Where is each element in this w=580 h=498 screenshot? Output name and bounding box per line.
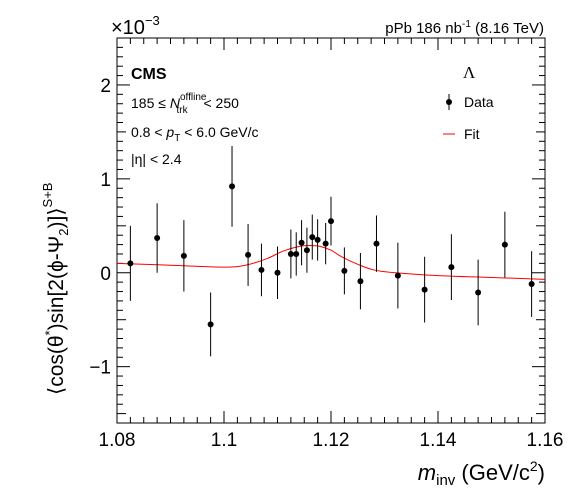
legend: Λ Data Fit [443, 63, 494, 142]
data-point-marker [229, 183, 236, 190]
y-tick-label: −1 [89, 358, 111, 379]
legend-data-label: Data [464, 94, 494, 110]
data-point-marker [357, 278, 364, 285]
ntrk-annotation: 185 ≤ Noffline trk < 250 [131, 92, 239, 116]
data-point-marker [394, 272, 401, 279]
data-point [258, 243, 265, 297]
data-point-marker [180, 252, 187, 259]
data-point [154, 203, 161, 273]
data-point-marker [341, 267, 348, 274]
data-point-marker [373, 240, 380, 247]
data-point-marker [207, 321, 214, 328]
y-axis: −1 0 1 2 [89, 37, 545, 415]
data-point-marker [448, 264, 455, 271]
y-axis-title: ⟨cos(θ*)sin[2(ϕ-Ψ2)]⟩S+B [40, 183, 71, 395]
data-point-marker [154, 235, 161, 242]
x-tick-label: 1.1 [211, 430, 237, 451]
cms-label: CMS [131, 66, 167, 83]
data-point-marker [127, 260, 134, 267]
x-tick-label: 1.14 [420, 430, 457, 451]
data-series [127, 145, 535, 357]
data-point-marker [287, 250, 294, 257]
data-point-marker [245, 251, 252, 258]
data-point [341, 247, 348, 295]
data-point-marker [274, 269, 281, 276]
data-point [309, 214, 316, 260]
data-point [229, 145, 236, 227]
data-point [322, 222, 329, 265]
x-tick-label: 1.12 [313, 430, 350, 451]
eta-annotation: |η| < 2.4 [131, 151, 182, 167]
data-point [394, 242, 401, 309]
x-axis-title: minv (GeV/c2) [418, 458, 545, 489]
data-point [328, 196, 334, 246]
data-point-marker [298, 239, 305, 246]
data-point [314, 219, 321, 261]
data-point [298, 220, 305, 266]
data-point-marker [293, 250, 300, 257]
data-point [287, 229, 294, 279]
y-tick-label: 1 [100, 170, 111, 191]
data-point [528, 251, 535, 317]
data-point-marker [421, 286, 428, 293]
data-point [475, 259, 482, 326]
data-point [180, 220, 187, 292]
data-point-marker [309, 234, 316, 241]
data-point [245, 223, 252, 286]
pt-annotation: 0.8 < pT < 6.0 GeV/c [131, 124, 259, 144]
data-point-marker [328, 218, 334, 225]
data-point [207, 292, 214, 357]
y-tick-label: 0 [100, 264, 111, 285]
data-point [274, 246, 281, 300]
data-point-marker [322, 240, 329, 247]
data-point [373, 215, 380, 272]
legend-data-marker [446, 99, 452, 105]
data-point-marker [475, 289, 482, 296]
data-point-marker [303, 247, 310, 254]
data-point [293, 232, 300, 276]
top-label: pPb 186 nb-1 (8.16 TeV) [385, 19, 544, 37]
legend-particle: Λ [463, 63, 476, 82]
y-multiplier: ×10−3 [111, 13, 160, 39]
fit-curve [116, 245, 546, 280]
x-tick-label: 1.16 [527, 430, 564, 451]
legend-fit-label: Fit [464, 126, 480, 142]
data-point-marker [314, 236, 321, 243]
data-point-marker [258, 266, 265, 273]
data-point [448, 234, 455, 300]
data-point-marker [528, 281, 535, 288]
y-tick-label: 2 [100, 76, 111, 97]
x-tick-label: 1.08 [99, 430, 136, 451]
data-point [421, 256, 428, 323]
data-point [303, 227, 310, 273]
data-point [357, 253, 364, 310]
data-point [501, 211, 508, 278]
data-point [127, 225, 134, 301]
x-axis: 1.08 1.1 1.12 1.14 1.16 [99, 38, 564, 451]
data-point-marker [501, 241, 508, 248]
